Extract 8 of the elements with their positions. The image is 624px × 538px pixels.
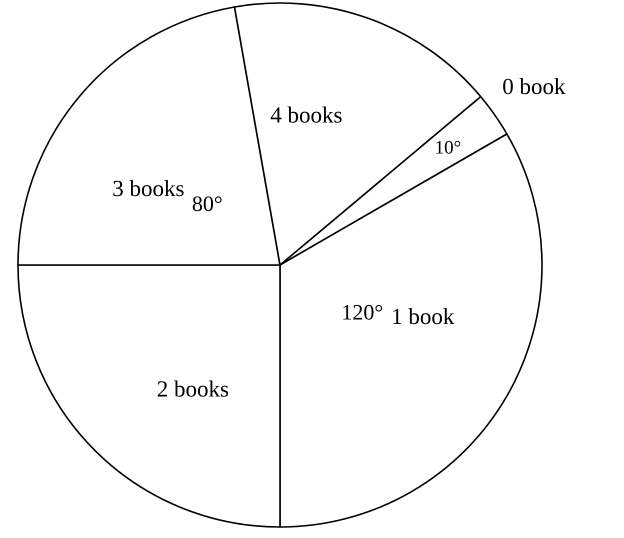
slice-label: 2 books [156, 376, 229, 402]
slice-label: 3 books [112, 176, 185, 202]
data-label: 10° [434, 137, 462, 158]
slice-label: 4 books [270, 102, 343, 128]
data-label: 120° [341, 300, 384, 324]
slice-label: 1 book [391, 304, 455, 329]
data-label: 80° [192, 190, 223, 216]
slice-label: 0 book [502, 74, 566, 100]
